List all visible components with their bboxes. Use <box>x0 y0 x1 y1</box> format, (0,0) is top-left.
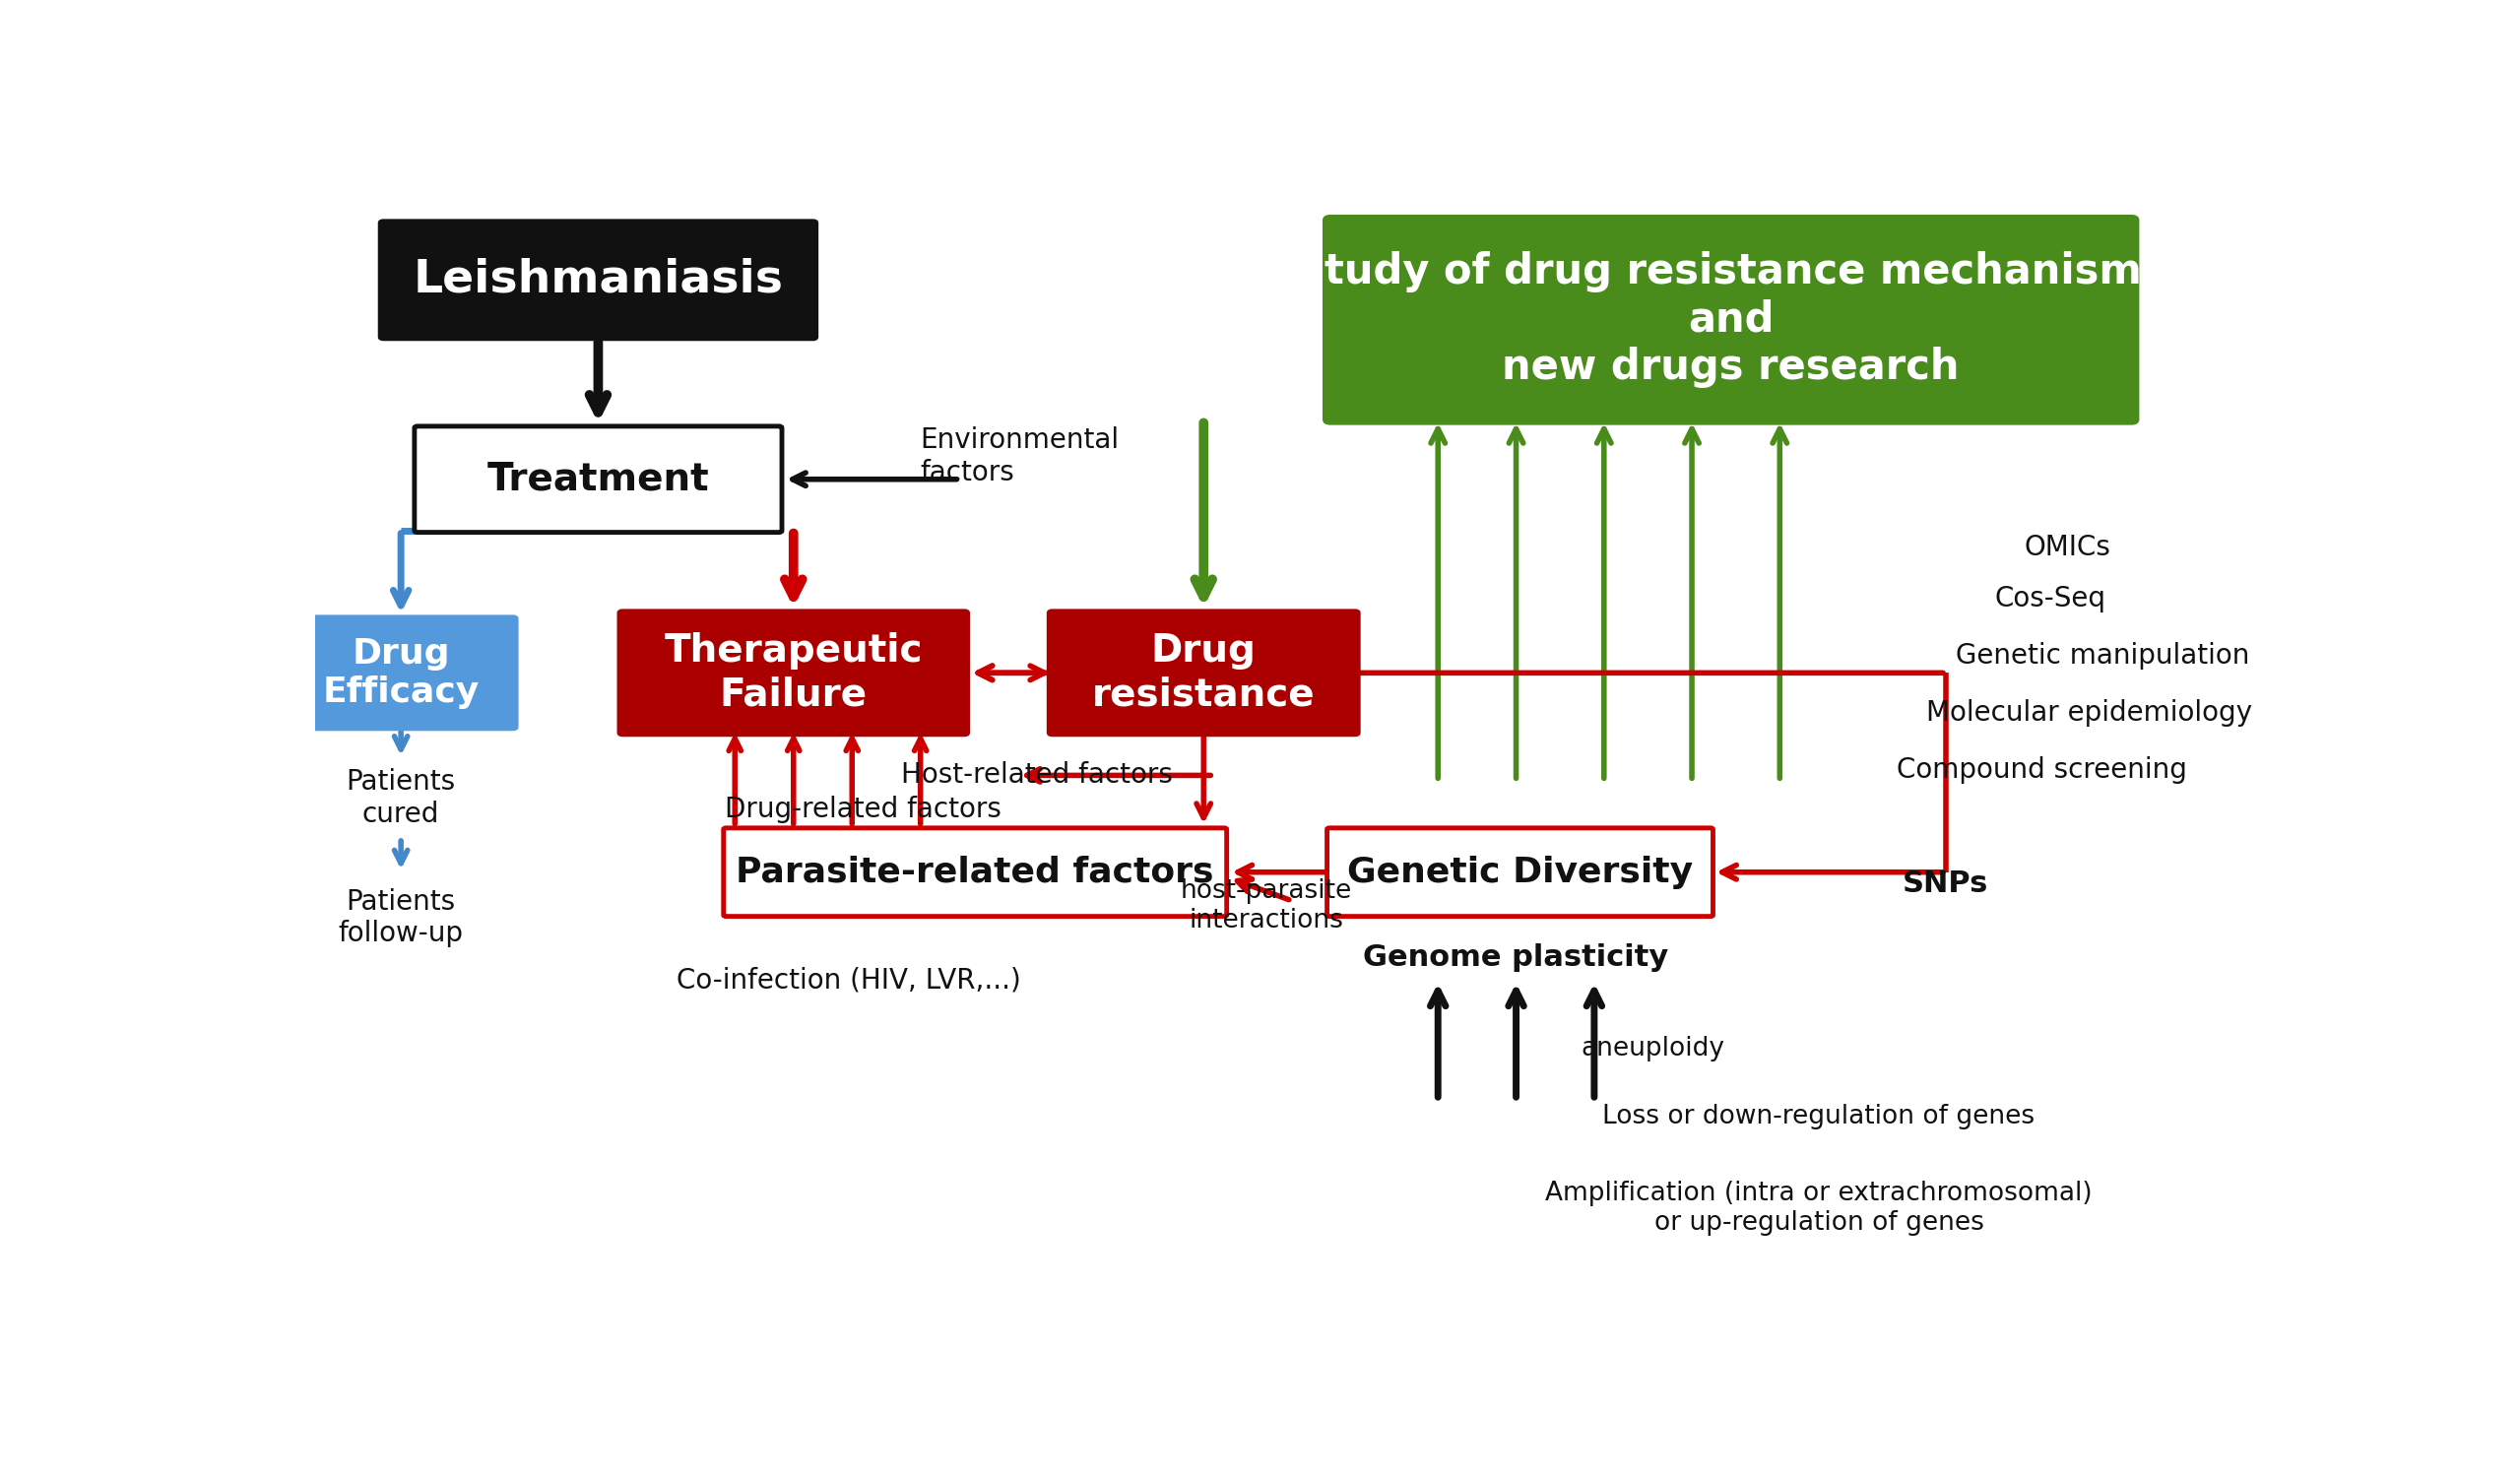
Text: Therapeutic
Failure: Therapeutic Failure <box>665 633 922 713</box>
Text: SNPs: SNPs <box>1903 870 1988 898</box>
Text: Environmental
factors: Environmental factors <box>920 427 1119 487</box>
Text: Leishmaniasis: Leishmaniasis <box>413 257 784 302</box>
Text: Genetic Diversity: Genetic Diversity <box>1348 855 1693 889</box>
Text: Compound screening: Compound screening <box>1898 756 2187 784</box>
Text: host-parasite
interactions: host-parasite interactions <box>1179 879 1351 933</box>
Text: Amplification (intra or extrachromosomal)
or up-regulation of genes: Amplification (intra or extrachromosomal… <box>1545 1180 2092 1235</box>
FancyBboxPatch shape <box>413 426 781 532</box>
Text: Drug-related factors: Drug-related factors <box>726 796 1003 824</box>
Text: Host-related factors: Host-related factors <box>902 762 1172 790</box>
Text: Loss or down-regulation of genes: Loss or down-regulation of genes <box>1603 1105 2036 1130</box>
Text: Drug
Efficacy: Drug Efficacy <box>323 637 479 708</box>
Text: Genome plasticity: Genome plasticity <box>1363 944 1668 972</box>
FancyBboxPatch shape <box>723 828 1227 917</box>
Text: Patients
cured: Patients cured <box>345 769 456 828</box>
Text: Drug
resistance: Drug resistance <box>1091 633 1315 713</box>
Text: OMICs: OMICs <box>2024 534 2109 562</box>
Text: Genetic manipulation: Genetic manipulation <box>1956 642 2250 670</box>
Text: Cos-Seq: Cos-Seq <box>1996 586 2107 612</box>
Text: Patients
follow-up: Patients follow-up <box>338 887 464 948</box>
Text: Study of drug resistance mechanisms
and
new drugs research: Study of drug resistance mechanisms and … <box>1295 251 2167 389</box>
Text: aneuploidy: aneuploidy <box>1580 1035 1724 1062</box>
FancyBboxPatch shape <box>1328 828 1714 917</box>
FancyBboxPatch shape <box>381 220 816 339</box>
FancyBboxPatch shape <box>1048 611 1358 735</box>
FancyBboxPatch shape <box>285 617 517 729</box>
FancyBboxPatch shape <box>620 611 968 735</box>
Text: Co-infection (HIV, LVR,...): Co-infection (HIV, LVR,...) <box>675 967 1021 994</box>
Text: Molecular epidemiology: Molecular epidemiology <box>1925 700 2253 726</box>
FancyBboxPatch shape <box>1326 217 2137 423</box>
Text: Parasite-related factors: Parasite-related factors <box>736 855 1215 889</box>
Text: Treatment: Treatment <box>486 460 708 498</box>
